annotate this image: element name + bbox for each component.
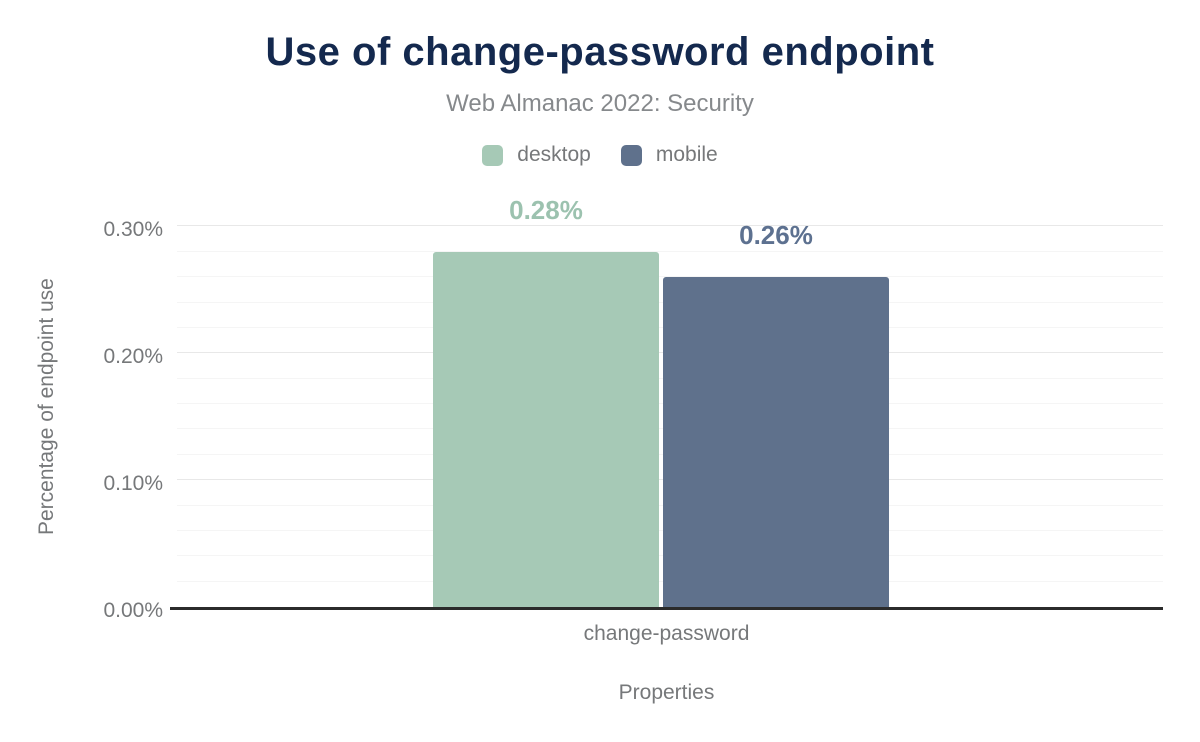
bar-desktop[interactable] [433, 251, 659, 607]
bar-label-mobile: 0.26% [739, 220, 813, 251]
chart-subtitle: Web Almanac 2022: Security [446, 90, 754, 117]
desktop-legend-swatch [482, 144, 504, 166]
minor-gridline [177, 250, 1163, 252]
minor-gridline [177, 276, 1163, 278]
legend-item-mobile[interactable]: mobile [620, 143, 718, 167]
legend-item-desktop[interactable]: desktop [482, 143, 591, 167]
legend: desktop mobile [0, 143, 1200, 167]
y-tick-label: 0.30% [103, 218, 163, 242]
x-axis-title: Properties [618, 681, 715, 704]
mobile-legend-swatch [620, 144, 642, 166]
mobile-legend-label: mobile [655, 143, 718, 166]
bar-mobile[interactable] [663, 277, 889, 607]
chart-title: Use of change-password endpoint [265, 30, 935, 74]
desktop-legend-label: desktop [517, 143, 591, 166]
major-gridline [177, 225, 1163, 227]
x-category-label: change-password [583, 622, 750, 645]
bar-label-desktop: 0.28% [509, 194, 583, 225]
y-axis-title: Percentage of endpoint use [35, 278, 58, 536]
y-tick-label: 0.10% [103, 472, 163, 496]
y-tick-label: 0.20% [103, 345, 163, 369]
y-tick-label: 0.00% [103, 599, 163, 622]
plot-area: 0.28% 0.26% [170, 195, 1163, 610]
